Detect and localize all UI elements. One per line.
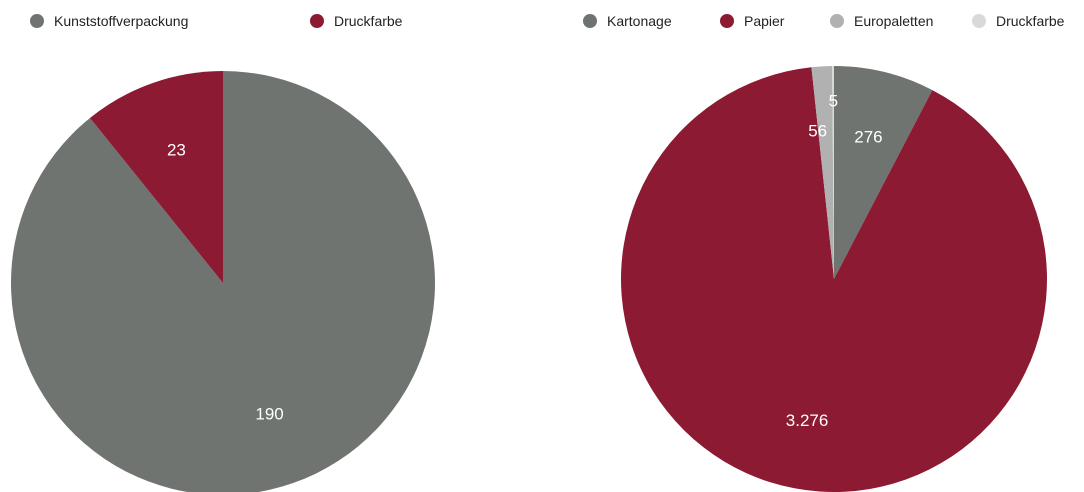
legend-swatch [830,14,844,28]
pie-slice-kunststoffverpackung[interactable] [11,71,435,492]
data-label-europaletten: 56 [808,122,827,141]
legend-item-druckfarbe[interactable]: Druckfarbe [310,8,402,34]
pie-slice-kartonage[interactable] [834,66,933,279]
pie-slice-druckfarbe[interactable] [89,71,223,283]
legend-swatch [310,14,324,28]
data-label-druckfarbe: 23 [167,140,186,159]
pie-slice-druckfarbe[interactable] [832,66,834,279]
legend-swatch [720,14,734,28]
legend-item-kunststoffverpackung[interactable]: Kunststoffverpackung [30,8,188,34]
pie-chart-right: Kartonage Papier Europaletten Druckfarbe… [575,0,1084,492]
legend-swatch [583,14,597,28]
legend-right: Kartonage Papier Europaletten Druckfarbe [575,8,1084,34]
legend-swatch [30,14,44,28]
data-label-kunststoffverpackung: 190 [255,405,283,424]
legend-label: Kartonage [607,13,672,29]
legend-label: Druckfarbe [996,13,1065,29]
data-label-kartonage: 276 [854,128,882,147]
legend-label: Kunststoffverpackung [54,13,189,29]
data-label-papier: 3.276 [786,411,829,430]
legend-item-papier[interactable]: Papier [720,8,784,34]
legend-label: Druckfarbe [334,13,403,29]
pie-chart-left: Kunststoffverpackung Druckfarbe 190 23 [0,0,450,492]
legend-swatch [972,14,986,28]
legend-item-europaletten[interactable]: Europaletten [830,8,933,34]
pie-slice-europaletten[interactable] [811,66,834,279]
pie-left-svg: 190 23 [11,71,435,492]
legend-item-kartonage[interactable]: Kartonage [583,8,672,34]
pie-right-svg: 276 3.276 565 [621,66,1047,492]
legend-label: Papier [744,13,785,29]
legend-left: Kunststoffverpackung Druckfarbe [0,8,450,34]
pie-slice-papier[interactable] [621,67,1047,492]
legend-item-druckfarbe[interactable]: Druckfarbe [972,8,1064,34]
data-label-druckfarbe: 5 [829,91,838,110]
legend-label: Europaletten [854,13,934,29]
